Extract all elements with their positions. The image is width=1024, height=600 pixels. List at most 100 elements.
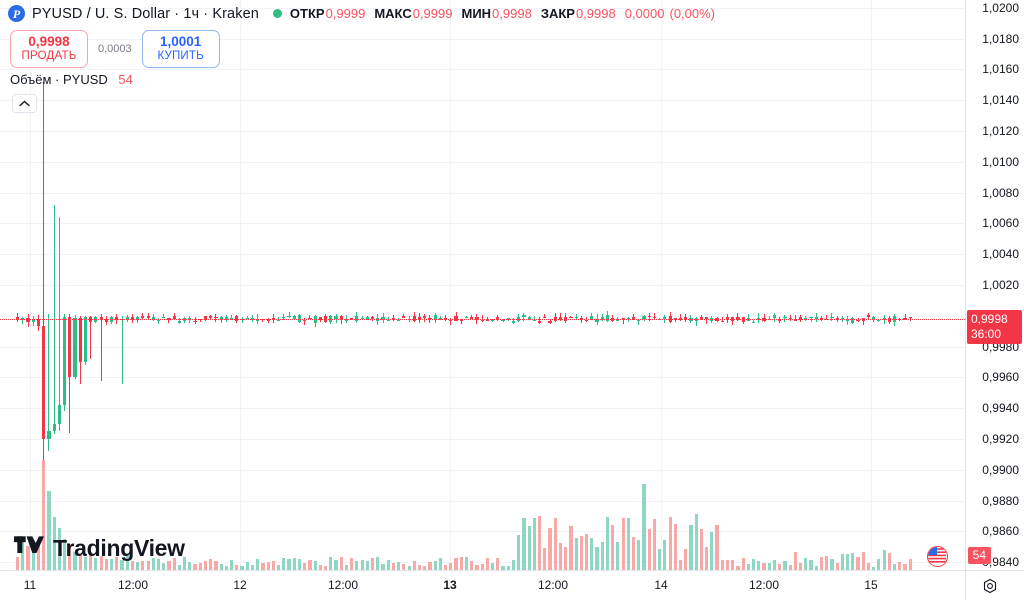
volume-bar: [42, 460, 46, 570]
candle-body: [21, 318, 25, 320]
candle-wick: [612, 314, 614, 322]
price-axis-tick: 0,9960: [982, 370, 1019, 385]
candle-body: [31, 318, 35, 322]
time-axis-tick: 12:00: [537, 578, 569, 592]
volume-bar: [799, 563, 803, 570]
grid-line: [0, 254, 965, 256]
volume-bar: [480, 564, 484, 570]
volume-bar: [872, 567, 876, 570]
volume-bar: [104, 559, 108, 570]
us-flag-icon[interactable]: [927, 546, 948, 567]
volume-bar: [600, 542, 604, 570]
candle-body: [162, 316, 166, 318]
volume-bar: [772, 560, 777, 570]
candle-wick: [648, 313, 650, 321]
buy-button[interactable]: 1,0001 КУПИТЬ: [141, 30, 220, 68]
candle-wick: [90, 315, 92, 359]
candle-body: [355, 315, 359, 322]
sell-button[interactable]: 0,9998 ПРОДАТЬ: [10, 30, 88, 68]
volume-bar: [386, 559, 390, 570]
volume-bar: [527, 525, 531, 570]
volume-bar: [308, 559, 312, 570]
volume-bar: [459, 557, 463, 570]
volume-bar: [47, 490, 51, 570]
collapse-pane-button[interactable]: [12, 94, 37, 113]
candle-body: [720, 320, 724, 322]
chart-plot-area[interactable]: [0, 0, 965, 570]
price-axis-divider: [965, 0, 966, 600]
candle-body: [125, 316, 129, 319]
candle-body: [209, 316, 213, 318]
candle-body: [203, 316, 208, 320]
volume-bar: [741, 558, 745, 570]
volume-bar: [543, 547, 547, 570]
grid-line: [0, 346, 965, 348]
grid-line: [0, 408, 965, 410]
volume-bar: [230, 560, 234, 570]
candle-body: [830, 316, 834, 318]
volume-bar: [699, 529, 703, 570]
candle-wick: [789, 314, 791, 321]
time-axis[interactable]: 11 12:00 12 12:00 13 12:00 14 12:00 15: [0, 570, 1024, 600]
volume-bar: [845, 553, 850, 570]
volume-bar: [637, 539, 641, 570]
candle-body: [574, 316, 578, 319]
candle-body: [501, 320, 505, 322]
candle-wick: [753, 319, 755, 323]
candle-body: [193, 320, 197, 323]
volume-bar: [595, 546, 599, 570]
candle-body: [783, 317, 787, 319]
volume-bar: [193, 564, 197, 570]
price-axis-tick: 1,0040: [982, 247, 1019, 262]
candle-body: [470, 317, 474, 319]
candle-body: [517, 316, 521, 322]
candle-wick: [142, 313, 144, 320]
trade-buttons-row: 0,9998 ПРОДАТЬ 0,0003 1,0001 КУПИТЬ: [10, 30, 220, 68]
volume-bar: [376, 557, 380, 570]
time-axis-tick: 12:00: [327, 578, 359, 592]
grid-line: [0, 7, 965, 9]
symbol-title[interactable]: PYUSD / U. S. Dollar · 1ч · Kraken: [32, 5, 259, 22]
candle-body: [224, 317, 228, 320]
candle-body: [26, 318, 30, 322]
volume-bar: [94, 557, 98, 570]
high-label: МАКС: [374, 6, 412, 21]
close-label: ЗАКР: [540, 6, 575, 21]
price-axis[interactable]: 1,0200 1,0180 1,0160 1,0140 1,0120 1,0100 1,00…: [965, 0, 1024, 570]
volume-bar: [136, 562, 140, 570]
volume-bar: [710, 531, 714, 570]
volume-bar: [428, 562, 432, 570]
market-status-dot: [272, 9, 282, 18]
volume-bar: [89, 551, 93, 570]
volume-bar: [256, 558, 260, 570]
volume-legend[interactable]: Объём · PYUSD 54: [10, 72, 133, 87]
candle-wick: [466, 316, 468, 318]
candle-body: [454, 316, 458, 321]
volume-bar: [584, 534, 589, 570]
volume-bar: [517, 535, 521, 570]
volume-bar: [898, 561, 902, 570]
candle-body: [480, 319, 484, 321]
crosshair-target-icon[interactable]: [982, 578, 998, 594]
candle-body: [543, 316, 547, 318]
volume-bar: [819, 556, 824, 570]
current-price-badge[interactable]: 0,9998 36:00: [967, 309, 1022, 345]
candle-wick: [43, 81, 45, 563]
candle-body: [172, 316, 176, 320]
volume-bar: [52, 517, 56, 570]
candle-wick: [768, 315, 770, 321]
volume-bar: [21, 539, 25, 570]
candle-body: [428, 317, 432, 319]
candle-body: [485, 319, 489, 321]
candle-body: [866, 315, 871, 317]
volume-bar: [235, 564, 239, 570]
candle-wick: [48, 314, 50, 452]
volume-bar: [167, 560, 171, 570]
volume-bar: [407, 565, 411, 570]
volume-bar: [402, 563, 406, 570]
candle-body: [219, 317, 223, 320]
candle-wick: [533, 316, 535, 321]
candle-body: [699, 317, 703, 319]
candle-body: [444, 317, 448, 319]
